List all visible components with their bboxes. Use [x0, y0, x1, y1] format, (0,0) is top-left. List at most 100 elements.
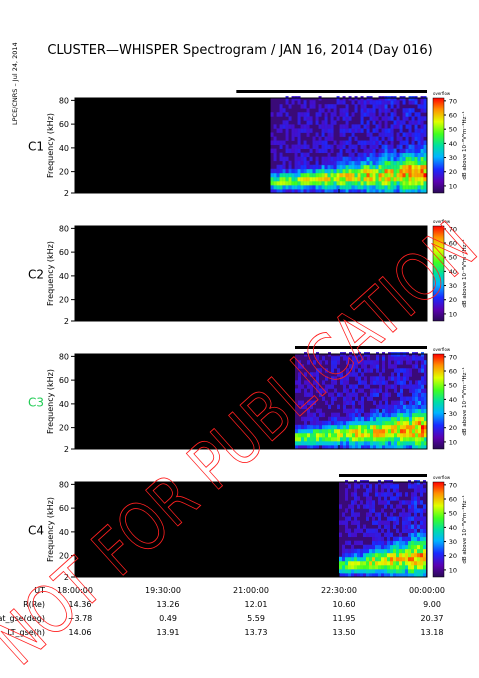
spectrum-cell [366, 160, 370, 166]
spectrum-cell [412, 424, 415, 430]
spectrum-cell [405, 148, 409, 154]
spectrum-cell [279, 152, 283, 158]
data-availability-bar [295, 346, 427, 349]
spectrum-cell [378, 104, 382, 109]
spectrum-cell [420, 560, 423, 566]
spectrum-cell [388, 424, 391, 430]
spectrum-cell [400, 408, 403, 414]
spectrum-cell [343, 416, 346, 422]
spectrum-cell [414, 564, 417, 570]
spectrum-cell [382, 424, 385, 430]
spectrum-cell [348, 116, 352, 121]
spectrum-cell [303, 104, 307, 109]
spectrum-cell [304, 404, 307, 410]
spectrum-cell [331, 384, 334, 389]
spectrum-cell [397, 404, 400, 410]
spectrum-cell [273, 140, 277, 145]
spectrum-cell [387, 564, 390, 570]
spectrum-cell [309, 116, 313, 121]
spectrum-cell [381, 544, 384, 550]
spectrum-cell [285, 100, 289, 105]
spectrum-cell [420, 524, 423, 529]
spectrum-cell [370, 432, 373, 438]
spectrum-cell [372, 544, 375, 550]
spectrum-cell [373, 436, 376, 442]
spectrum-cell [394, 416, 397, 422]
spectrum-cell [378, 152, 382, 158]
spectrum-cell [420, 552, 423, 558]
spectrum-cell [351, 568, 354, 574]
spectrum-cell [393, 180, 397, 186]
spectrum-cell [385, 392, 388, 397]
spectrum-cell [334, 380, 337, 385]
spectrum-cell [379, 400, 382, 406]
spectrum-cell [414, 136, 418, 141]
panel-background [75, 226, 427, 321]
spectrum-cell [342, 544, 345, 550]
spectrum-cell [318, 124, 322, 129]
spectrum-cell [363, 544, 366, 550]
spectrum-cell [366, 492, 369, 497]
spectrum-cell [411, 144, 415, 150]
spectrum-cell [328, 436, 331, 442]
data-availability-bar [339, 474, 427, 477]
spectrum-cell [331, 420, 334, 426]
spectrum-cell [376, 388, 379, 393]
spectrum-cell [378, 168, 382, 174]
spectrum-cell [369, 184, 373, 190]
spectrum-cell [375, 100, 379, 105]
spectrum-cell [315, 148, 319, 154]
spectrum-cell [384, 172, 388, 178]
ephemeris-value: 21:00:00 [233, 586, 269, 595]
spectrum-cell [399, 568, 402, 574]
spectrum-cell [378, 540, 381, 546]
spectrum-cell [333, 180, 337, 186]
spectrum-cell [291, 144, 295, 150]
spectrum-cell [295, 436, 298, 442]
spectrum-cell [352, 372, 355, 377]
spectrum-cell [390, 560, 393, 566]
spectrum-cell [420, 536, 423, 542]
spectrum-cell [391, 384, 394, 389]
spectrum-cell [369, 100, 373, 105]
spectrum-cell [366, 568, 369, 574]
spectrum-cell [372, 148, 376, 154]
spectrum-cell [393, 520, 396, 525]
spectrum-cell [399, 148, 403, 154]
spectrum-cell [315, 164, 319, 170]
spectrum-cell [339, 188, 343, 194]
spectrum-cell [397, 380, 400, 385]
spectrum-cell [273, 124, 277, 129]
spectrum-cell [363, 188, 367, 194]
spectrum-cell [390, 532, 393, 538]
spectrum-cell [396, 100, 400, 105]
spectrum-cell [331, 416, 334, 422]
spectrum-cell [327, 184, 331, 190]
spectrum-cell [423, 180, 427, 186]
spectrum-cell [364, 376, 367, 381]
spectrum-cell [276, 188, 280, 194]
spectrum-cell [348, 160, 352, 166]
spectrum-cell [327, 108, 331, 113]
spectrum-cell [351, 504, 354, 509]
spectrum-cell [346, 356, 349, 361]
spectrum-cell [405, 112, 409, 117]
spectrum-cell [423, 152, 427, 158]
spectrum-cell [352, 392, 355, 397]
spectrum-cell [361, 404, 364, 410]
spectrum-cell [403, 440, 406, 446]
spectrum-cell [370, 436, 373, 442]
spectrum-cell [403, 444, 406, 450]
spectrum-cell [420, 164, 424, 170]
spectrum-cell [364, 384, 367, 389]
spectrum-cell [342, 176, 346, 182]
spectrum-cell [387, 144, 391, 150]
spectrum-cell [339, 184, 343, 190]
spectrum-cell [366, 552, 369, 558]
spectrum-cell [387, 136, 391, 141]
spectrum-cell [411, 160, 415, 166]
spectrum-cell [406, 408, 409, 414]
spectrum-cell [406, 428, 409, 434]
spectrum-cell [415, 416, 418, 422]
spectrum-cell [421, 396, 424, 401]
